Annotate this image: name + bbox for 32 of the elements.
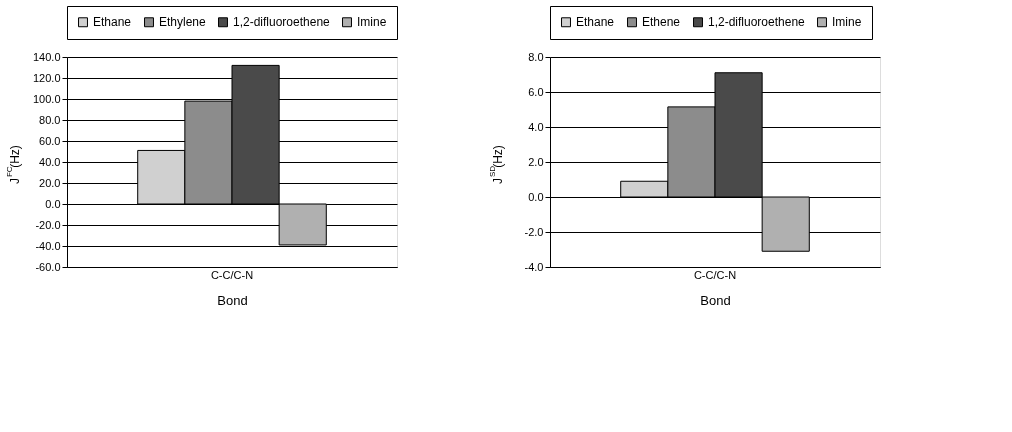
y-tick-label: -40.0 [35, 239, 61, 252]
legend-label: Ethene [642, 15, 681, 30]
y-tick-label: 2.0 [528, 155, 544, 168]
legend-label: 1,2-difluoroethene [708, 15, 806, 30]
y-tick-label: 0.0 [528, 190, 544, 203]
x-axis-title: Bond [700, 292, 731, 308]
y-tick-label: 60.0 [39, 134, 61, 147]
x-axis-title: Bond [217, 292, 248, 308]
x-tick-label: C-C/C-N [693, 268, 737, 281]
y-tick-label: 4.0 [528, 120, 544, 133]
y-axis-title: JFC(Hz) [5, 145, 22, 185]
y-tick-label: 100.0 [32, 92, 61, 105]
y-tick-label: 0.0 [45, 197, 61, 210]
y-tick-label: -2.0 [524, 225, 544, 238]
y-tick-label: -20.0 [35, 218, 61, 231]
y-tick-label: 20.0 [39, 176, 61, 189]
legend-label: Imine [357, 15, 387, 30]
y-axis-title: JSD(Hz) [488, 145, 505, 185]
legend-label: Imine [832, 15, 862, 30]
y-tick-label: 40.0 [39, 155, 61, 168]
y-tick-label: 8.0 [528, 50, 544, 63]
y-tick-label: 140.0 [32, 50, 61, 63]
legend-label: Ethane [93, 15, 132, 30]
y-tick-label: -4.0 [524, 260, 544, 273]
legend-label: 1,2-difluoroethene [233, 15, 331, 30]
y-tick-label: -60.0 [35, 260, 61, 273]
y-tick-label: 6.0 [528, 85, 544, 98]
y-tick-label: 120.0 [32, 71, 61, 84]
y-tick-label: 80.0 [39, 113, 61, 126]
legend-label: Ethylene [159, 15, 207, 30]
legend-label: Ethane [576, 15, 615, 30]
x-tick-label: C-C/C-N [210, 268, 254, 281]
